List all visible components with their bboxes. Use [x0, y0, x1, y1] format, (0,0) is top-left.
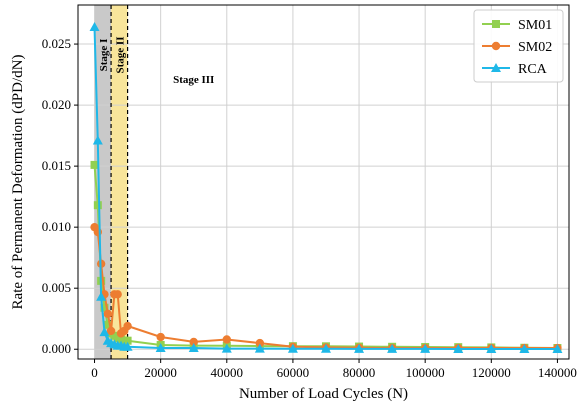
data-point-rca	[387, 343, 398, 353]
data-point-rca	[287, 343, 298, 353]
x-tick-label: 140000	[538, 365, 577, 380]
data-point-sm02	[113, 290, 122, 299]
x-tick-label: 100000	[406, 365, 445, 380]
plot-frame	[77, 4, 570, 360]
y-tick-label: 0.005	[42, 280, 71, 295]
data-point-sm02	[123, 321, 132, 331]
y-axis-label: Rate of Permanent Deformation (dPD/dN)	[10, 55, 26, 310]
stage-band-2	[111, 5, 128, 359]
legend-label: SM02	[518, 40, 552, 55]
data-point-sm02	[103, 309, 112, 319]
data-point-sm01	[123, 336, 132, 345]
data-point-sm01	[93, 201, 102, 210]
stage-iii-label: Stage III	[173, 74, 214, 86]
data-point-sm01	[90, 160, 99, 169]
data-point-rca	[92, 135, 103, 145]
data-point-rca	[354, 343, 365, 353]
legend-label: SM01	[518, 18, 552, 33]
x-tick-label: 60000	[277, 365, 310, 380]
data-point-rca	[89, 21, 100, 31]
data-point-sm01	[103, 320, 112, 329]
data-point-rca	[99, 327, 110, 337]
data-point-rca	[420, 343, 431, 353]
data-point-sm02	[106, 326, 116, 336]
data-point-rca	[254, 343, 265, 353]
y-tick-label: 0.000	[42, 341, 71, 356]
legend-marker	[491, 63, 501, 72]
data-point-sm02	[156, 332, 165, 342]
data-point-sm02	[255, 338, 265, 348]
legend-label: RCA	[518, 62, 548, 77]
x-tick-label: 40000	[211, 365, 244, 380]
stage-band-1	[94, 5, 112, 359]
data-point-rca	[96, 291, 107, 301]
y-tick-label: 0.015	[42, 158, 71, 173]
legend-marker	[491, 41, 501, 51]
data-point-rca	[122, 341, 133, 351]
data-point-rca	[552, 343, 563, 353]
data-point-rca	[519, 343, 530, 353]
x-tick-label: 80000	[343, 365, 376, 380]
data-point-rca	[221, 343, 232, 353]
data-point-sm01	[100, 303, 109, 312]
x-tick-label: 0	[91, 365, 98, 380]
data-point-rca	[188, 343, 199, 353]
data-point-sm02	[189, 337, 198, 347]
data-point-rca	[486, 343, 497, 353]
data-point-sm02	[222, 335, 231, 344]
data-point-rca	[155, 343, 166, 353]
stage-ii-label: Stage II	[114, 37, 126, 74]
legend-marker	[492, 20, 500, 28]
y-tick-label: 0.010	[42, 219, 71, 234]
x-axis-label: Number of Load Cycles (N)	[239, 386, 408, 402]
y-tick-label: 0.020	[42, 97, 71, 112]
x-tick-label: 20000	[144, 365, 177, 380]
x-tick-label: 120000	[472, 365, 511, 380]
data-point-rca	[453, 343, 464, 353]
data-point-rca	[320, 343, 331, 353]
stage-i-label: Stage I	[98, 39, 110, 72]
y-tick-label: 0.025	[42, 36, 71, 51]
